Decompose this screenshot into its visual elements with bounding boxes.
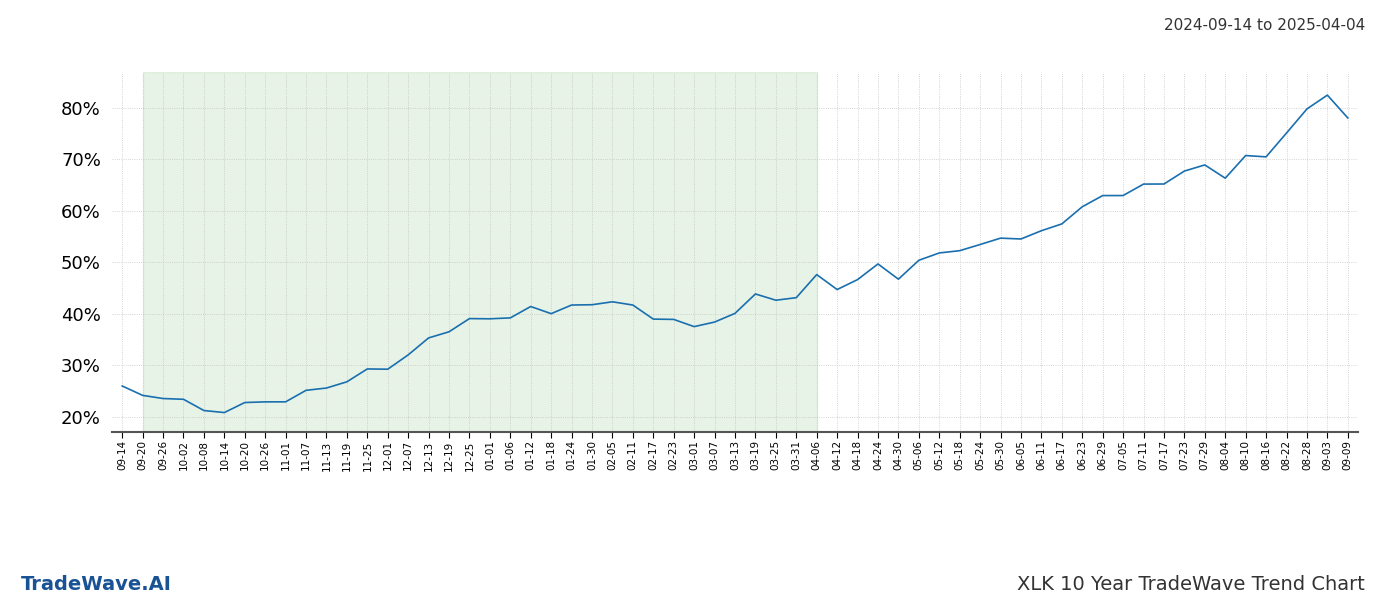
Text: TradeWave.AI: TradeWave.AI [21,575,172,594]
Text: 2024-09-14 to 2025-04-04: 2024-09-14 to 2025-04-04 [1163,18,1365,33]
Text: XLK 10 Year TradeWave Trend Chart: XLK 10 Year TradeWave Trend Chart [1018,575,1365,594]
Bar [143,72,816,432]
